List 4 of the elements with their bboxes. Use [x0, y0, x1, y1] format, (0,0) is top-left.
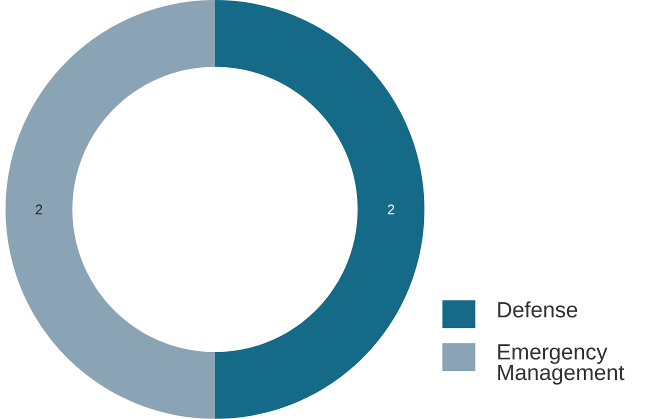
- legend-label: Defense: [498, 301, 578, 318]
- legend-label: Emergency Management: [498, 344, 624, 385]
- data-label: 2: [36, 204, 42, 214]
- data-label: 2: [388, 204, 394, 214]
